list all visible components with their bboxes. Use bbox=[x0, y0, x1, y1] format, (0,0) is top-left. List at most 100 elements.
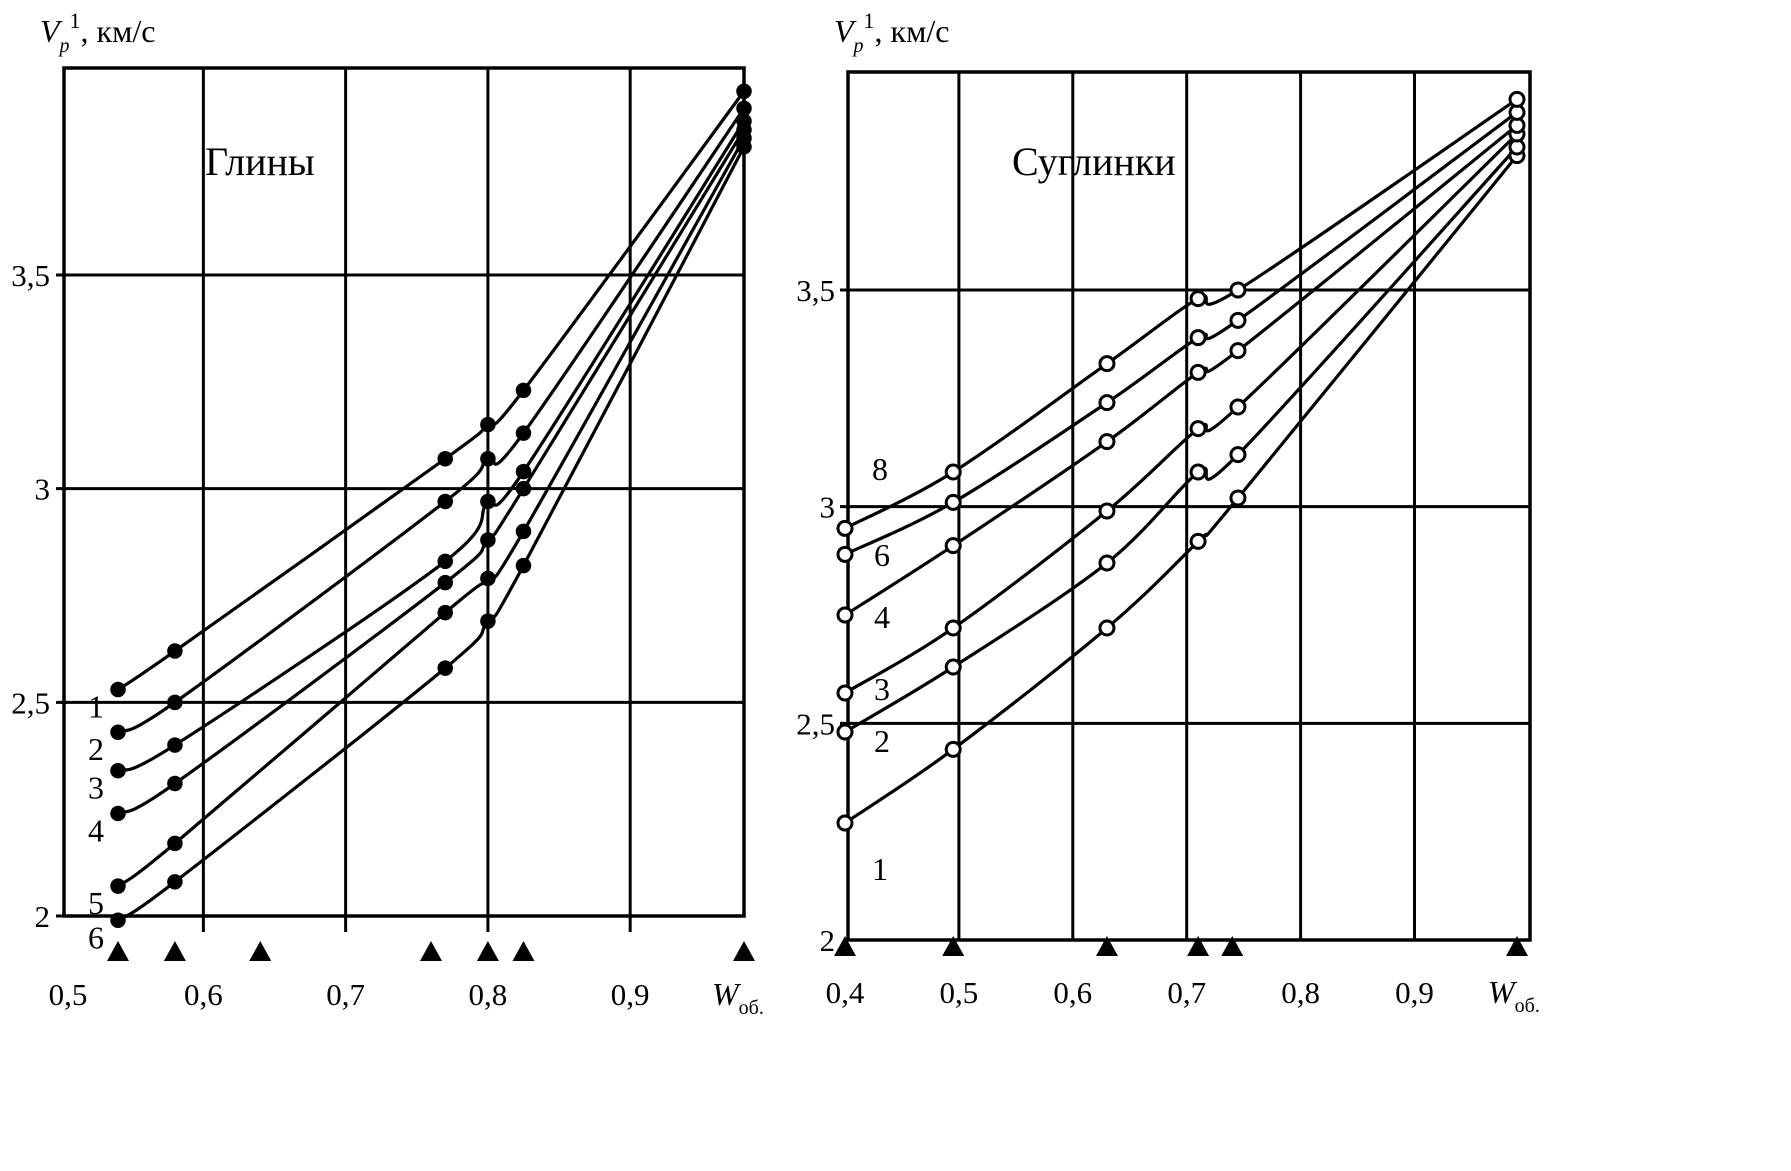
data-point bbox=[110, 912, 126, 929]
data-point bbox=[736, 139, 752, 155]
series-line-1 bbox=[116, 89, 746, 692]
y-axis-label: Vp1, км/с bbox=[834, 8, 949, 57]
y-axis-label-sup: 1 bbox=[864, 8, 875, 33]
data-point bbox=[167, 874, 183, 890]
data-point bbox=[515, 557, 532, 574]
data-point bbox=[836, 723, 854, 741]
data-point bbox=[110, 878, 126, 894]
x-axis-marker-triangle bbox=[163, 941, 186, 961]
series-label-2: 2 bbox=[874, 723, 890, 759]
data-point bbox=[1189, 329, 1207, 347]
data-point bbox=[110, 762, 126, 779]
data-point bbox=[836, 519, 854, 537]
x-tick-label: 0,7 bbox=[326, 977, 365, 1012]
data-points bbox=[836, 90, 1526, 832]
x-tick-label: 0,5 bbox=[49, 977, 88, 1012]
data-point bbox=[944, 537, 962, 555]
series-line-3 bbox=[116, 119, 746, 773]
data-point bbox=[836, 606, 854, 624]
data-point bbox=[944, 463, 962, 481]
series-line-2 bbox=[116, 106, 746, 734]
series-label-3: 3 bbox=[88, 770, 104, 806]
data-point bbox=[836, 684, 854, 702]
data-point bbox=[1098, 433, 1116, 451]
y-tick-label: 2 bbox=[35, 899, 51, 934]
series-line-6 bbox=[116, 145, 746, 922]
x-axis-marker-triangle bbox=[733, 941, 755, 961]
data-point bbox=[1229, 398, 1247, 416]
x-axis-markers bbox=[107, 941, 755, 961]
data-point bbox=[1229, 342, 1247, 360]
y-axis-label-sub: p bbox=[852, 35, 864, 57]
data-point bbox=[167, 643, 183, 659]
series-curves bbox=[116, 89, 746, 922]
data-point bbox=[437, 604, 453, 621]
data-point bbox=[480, 416, 496, 433]
x-tick-label: 0,5 bbox=[940, 975, 979, 1010]
series-line-8 bbox=[843, 97, 1519, 530]
x-tick-label: 0,9 bbox=[1395, 975, 1434, 1010]
data-point bbox=[1098, 355, 1116, 373]
data-point bbox=[944, 740, 962, 758]
y-tick-label: 3,5 bbox=[11, 258, 50, 293]
y-axis-label-main: V bbox=[40, 13, 63, 49]
data-point bbox=[1229, 281, 1247, 299]
series-label-6: 6 bbox=[88, 919, 104, 955]
data-point bbox=[1189, 420, 1207, 438]
x-axis-marker-triangle bbox=[1095, 936, 1118, 956]
data-point bbox=[736, 100, 752, 117]
data-point bbox=[110, 724, 126, 740]
y-tick-label: 2 bbox=[820, 923, 836, 958]
series-label-4: 4 bbox=[88, 812, 104, 848]
data-point bbox=[1508, 90, 1526, 108]
x-axis-marker-triangle bbox=[107, 941, 129, 961]
x-axis-label: Wоб. bbox=[1488, 974, 1540, 1017]
data-point bbox=[1098, 394, 1116, 412]
series-curves bbox=[843, 97, 1519, 825]
data-point bbox=[167, 835, 183, 852]
y-tick-label: 2,5 bbox=[11, 685, 50, 720]
data-point bbox=[836, 545, 854, 563]
data-point bbox=[437, 660, 453, 676]
grid bbox=[56, 66, 746, 932]
series-line-3 bbox=[843, 132, 1519, 695]
x-tick-label: 0,6 bbox=[1053, 975, 1092, 1010]
data-point bbox=[480, 613, 496, 629]
data-point bbox=[944, 493, 962, 511]
series-label-4: 4 bbox=[874, 599, 890, 635]
data-point bbox=[944, 658, 962, 676]
y-axis-label-unit: , км/с bbox=[875, 13, 950, 49]
data-point bbox=[167, 775, 183, 792]
x-axis-marker-triangle bbox=[512, 941, 535, 961]
x-tick-label: 0,4 bbox=[826, 975, 865, 1010]
data-point bbox=[480, 493, 496, 510]
data-point bbox=[736, 83, 752, 99]
data-point bbox=[110, 805, 126, 822]
y-tick-label: 3,5 bbox=[796, 273, 835, 308]
y-tick-label: 3 bbox=[820, 490, 836, 525]
x-tick-label: 0,9 bbox=[611, 977, 650, 1012]
x-axis-label: Wоб. bbox=[712, 976, 764, 1019]
y-axis-label: Vp1, км/с bbox=[40, 8, 155, 57]
data-point bbox=[480, 570, 496, 587]
data-point bbox=[515, 463, 532, 480]
series-label-5: 5 bbox=[88, 885, 104, 921]
x-tick-label: 0,7 bbox=[1167, 975, 1206, 1010]
data-point bbox=[1098, 554, 1116, 572]
y-axis-label-main: V bbox=[834, 13, 857, 49]
data-points bbox=[110, 83, 752, 929]
x-axis-marker-triangle bbox=[1187, 936, 1210, 956]
x-axis-label-sub: об. bbox=[739, 997, 764, 1019]
panel-title: Суглинки bbox=[1012, 139, 1176, 184]
data-point bbox=[110, 681, 126, 698]
x-axis-markers bbox=[834, 936, 1528, 956]
x-tick-label: 0,8 bbox=[1281, 975, 1320, 1010]
x-axis-marker-triangle bbox=[249, 941, 272, 961]
y-axis-label-unit: , км/с bbox=[81, 13, 156, 49]
series-label-3: 3 bbox=[874, 671, 890, 707]
data-point bbox=[515, 382, 532, 399]
data-point bbox=[480, 451, 496, 467]
